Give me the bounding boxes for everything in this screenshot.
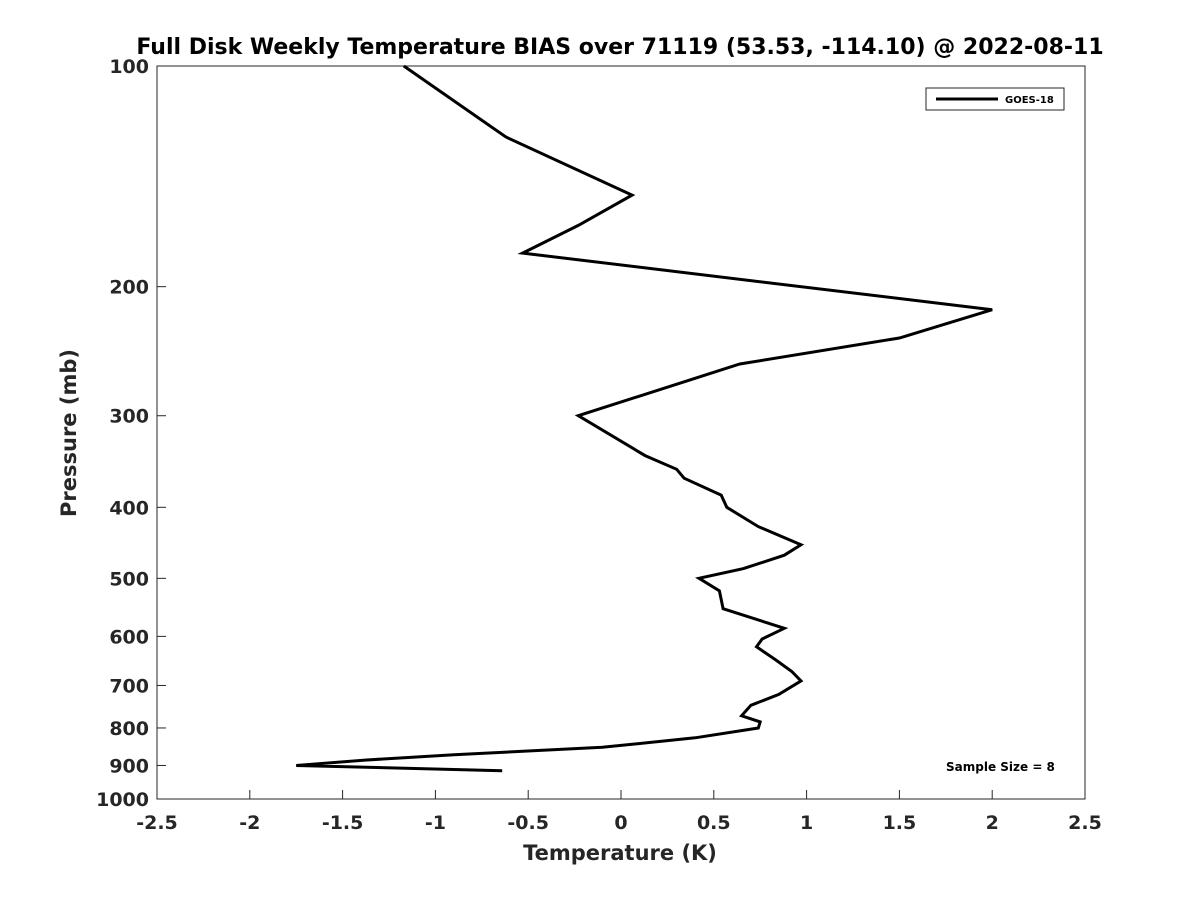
x-tick-label: 1 <box>800 812 813 834</box>
sample-size-annotation: Sample Size = 8 <box>946 760 1055 774</box>
y-tick-label: 800 <box>109 718 149 740</box>
x-tick-label: 0.5 <box>697 812 731 834</box>
y-tick-label: 700 <box>109 675 149 697</box>
y-tick-label: 600 <box>109 626 149 648</box>
y-tick-label: 900 <box>109 755 149 777</box>
chart-title: Full Disk Weekly Temperature BIAS over 7… <box>136 35 1103 60</box>
y-tick-label: 400 <box>109 497 149 519</box>
x-tick-label: 0 <box>614 812 627 834</box>
y-tick-label: 500 <box>109 568 149 590</box>
x-tick-label: 2.5 <box>1068 812 1102 834</box>
x-tick-label: 2 <box>986 812 999 834</box>
y-axis-label: Pressure (mb) <box>57 349 81 517</box>
x-tick-label: 1.5 <box>883 812 917 834</box>
y-tick-label: 300 <box>109 406 149 428</box>
x-tick-label: -2.5 <box>136 812 178 834</box>
y-axis-ticks: 100 200 300 400 500 600 700 800 900 1000 <box>96 56 166 811</box>
legend: GOES-18 <box>925 87 1065 111</box>
x-axis-ticks: -2.5 -2 -1.5 -1 -0.5 0 0.5 1 1.5 2 2.5 <box>136 790 1102 834</box>
x-tick-label: -0.5 <box>507 812 549 834</box>
x-tick-label: -1.5 <box>322 812 364 834</box>
series-line-goes-18 <box>296 64 993 773</box>
x-axis-label: Temperature (K) <box>523 841 717 865</box>
x-tick-label: -1 <box>425 812 446 834</box>
y-tick-label: 100 <box>109 56 149 78</box>
plot-frame <box>156 65 1086 800</box>
x-tick-label: -2 <box>239 812 260 834</box>
legend-entry-goes-18: GOES-18 <box>1005 95 1054 106</box>
y-tick-label: 200 <box>109 277 149 299</box>
series-layer <box>296 64 993 773</box>
y-tick-label: 1000 <box>96 789 149 811</box>
